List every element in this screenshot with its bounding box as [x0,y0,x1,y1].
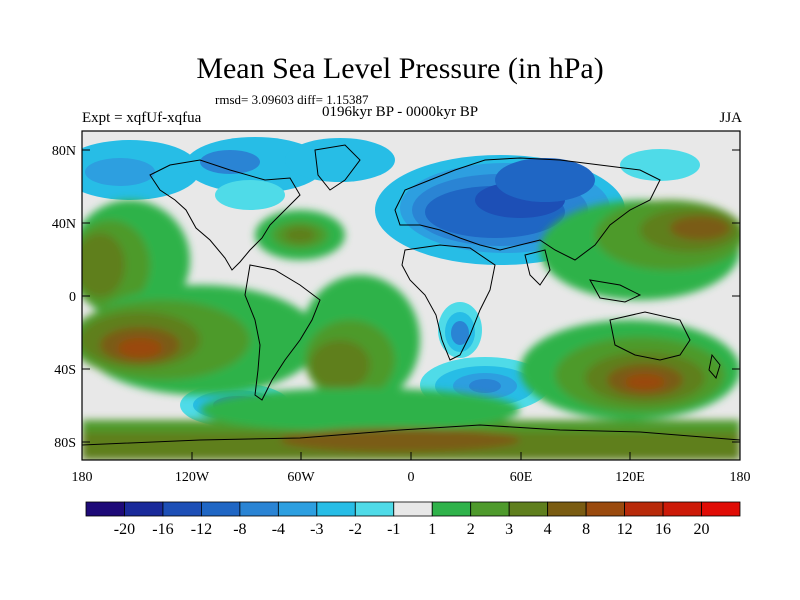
pressure-field [82,131,740,460]
x-label-120e: 120E [615,470,645,485]
colorbar-label: 2 [467,521,475,538]
colorbar-swatch [547,501,587,517]
x-label-60w: 60W [287,470,315,485]
y-label-80s: 80S [54,436,76,451]
colorbar-label: 1 [428,521,436,538]
colorbar-swatch [585,501,625,517]
x-label-180w: 180 [72,470,93,485]
colorbar-swatch [624,501,664,517]
colorbar-labels: -20 -16 -12 -8 -4 -3 -2 -1 1 2 3 4 8 12 16 20 [114,521,710,538]
colorbar-swatch [470,501,510,517]
colorbar-label: -1 [387,521,400,538]
x-axis-labels: 180 120W 60W 0 60E 120E 180 [72,470,751,485]
x-label-0: 0 [408,470,415,485]
colorbar-swatch [508,501,549,517]
y-label-80n: 80N [52,144,76,159]
colorbar-label: -2 [349,521,362,538]
colorbar-label: 4 [544,521,552,538]
experiment-label: Expt = xqfUf-xqfua [82,110,202,126]
colorbar-swatch [431,501,472,517]
map-title: Mean Sea Level Pressure (in hPa) [196,52,604,85]
colorbar-swatch [316,501,356,517]
colorbar [85,501,741,517]
colorbar-label: -8 [233,521,246,538]
x-label-120w: 120W [175,470,210,485]
season-label: JJA [719,110,742,126]
colorbar-label: 16 [655,521,671,538]
y-label-40s: 40S [54,363,76,378]
colorbar-label: 12 [617,521,633,538]
colorbar-label: -12 [191,521,212,538]
colorbar-label: 20 [694,521,710,538]
period-label: 0196kyr BP - 0000kyr BP [321,104,479,120]
colorbar-swatch [354,501,395,517]
colorbar-label: -4 [272,521,285,538]
colorbar-label: -20 [114,521,135,538]
colorbar-swatch [162,501,202,517]
y-axis-ticks [82,149,740,443]
x-label-180e: 180 [730,470,751,485]
colorbar-label: -3 [310,521,323,538]
y-axis-labels: 80N 40N 0 40S 80S [52,144,76,451]
colorbar-label: 8 [582,521,590,538]
colorbar-label: -16 [152,521,173,538]
stats-text: rmsd= 3.09603 diff= 1.15387 [215,92,369,107]
colorbar-swatch [662,501,702,517]
y-label-0: 0 [69,290,76,305]
colorbar-swatch [124,501,164,517]
coastlines [82,144,740,446]
colorbar-swatch [239,501,279,517]
colorbar-label: 3 [505,521,513,538]
colorbar-swatch [701,501,741,517]
x-label-60e: 60E [510,470,533,485]
y-label-40n: 40N [52,217,76,232]
colorbar-swatch [85,501,125,517]
x-axis-ticks [81,452,741,460]
colorbar-swatch [393,501,433,517]
colorbar-swatch [201,501,241,517]
colorbar-swatch [277,501,318,517]
